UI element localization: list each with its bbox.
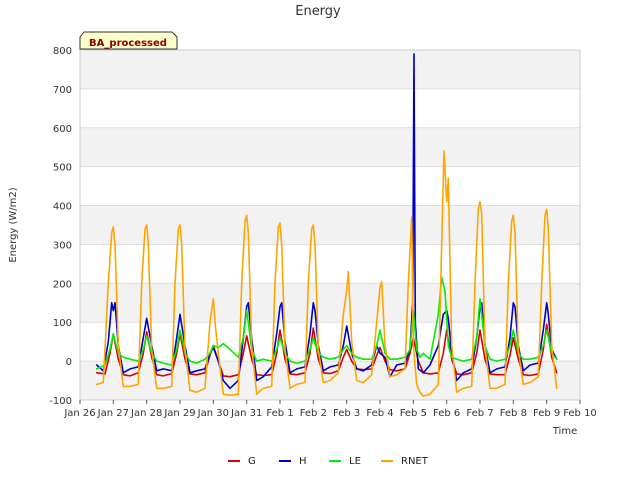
plot-band [80, 205, 580, 245]
plot-band [80, 283, 580, 323]
y-tick-label: 500 [53, 163, 72, 174]
legend-label-g: G [248, 456, 256, 467]
y-tick-label: 400 [53, 202, 72, 213]
badge-label: BA_processed [89, 38, 167, 49]
plot-band [80, 127, 580, 167]
x-tick-label: Feb 7 [466, 408, 493, 419]
x-tick-label: Jan 26 [63, 408, 95, 419]
plot-bands [80, 50, 580, 400]
y-tick-label: 200 [53, 279, 72, 290]
x-tick-label: Jan 30 [197, 408, 229, 419]
x-tick-labels: Jan 26 Jan 27 Jan 28 Jan 29 Jan 30 Jan 31 Feb … [63, 400, 597, 419]
x-tick-label: Jan 28 [130, 408, 162, 419]
y-tick-label: 700 [53, 85, 72, 96]
series-line-le [95, 276, 558, 370]
y-tick-labels: -100 0 100 200 300 400 500 600 700 800 [49, 46, 72, 407]
y-axis-title: Energy (W/m2) [8, 187, 19, 262]
x-tick-label: Feb 6 [433, 408, 460, 419]
badge-box [79, 31, 178, 50]
plot-frame [79, 49, 581, 401]
legend-label-rnet: RNET [401, 456, 429, 467]
x-tick-label: Jan 27 [97, 408, 129, 419]
legend-label-h: H [299, 456, 307, 467]
plot-band [80, 50, 580, 89]
x-tick-label: Feb 1 [266, 408, 293, 419]
legend-label-le: LE [349, 456, 361, 467]
y-tick-label: 800 [53, 46, 72, 57]
x-tick-label: Feb 2 [300, 408, 327, 419]
x-tick-label: Feb 3 [333, 408, 360, 419]
chart-title: Energy [295, 4, 341, 19]
x-tick-label: Feb 8 [500, 408, 527, 419]
x-tick-label: Feb 10 [563, 408, 597, 419]
series-line-rnet [95, 150, 558, 397]
y-tick-label: 0 [66, 357, 72, 368]
series-line-g [95, 323, 558, 378]
legend: G H LE RNET [228, 456, 429, 467]
series-line-h [95, 53, 558, 390]
y-tick-label: 100 [53, 318, 72, 329]
x-tick-label: Jan 29 [163, 408, 195, 419]
y-tick-label: -100 [49, 396, 72, 407]
x-tick-label: Feb 5 [400, 408, 427, 419]
series-group [95, 53, 558, 397]
x-tick-label: Feb 9 [533, 408, 560, 419]
processed-badge: BA_processed [79, 31, 178, 50]
x-tick-label: Feb 4 [366, 408, 393, 419]
y-tick-label: 600 [53, 124, 72, 135]
y-tick-label: 300 [53, 240, 72, 251]
x-axis-title: Time [552, 426, 577, 437]
x-tick-label: Jan 31 [230, 408, 262, 419]
